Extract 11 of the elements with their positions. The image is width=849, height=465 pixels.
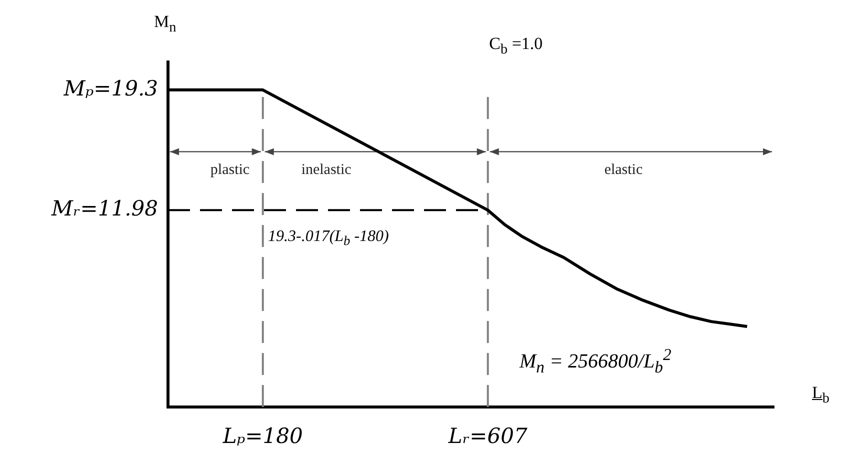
x-tick-label: Lᵣ=607 (447, 424, 528, 448)
annotation: 19.3-.017(L$_{b}$ -180) (268, 228, 389, 249)
text: C$_{b}$ =1.0 (489, 34, 543, 58)
annotation: elastic (604, 162, 643, 180)
y-tick-label: Mᵣ=11.98 (50, 196, 158, 221)
y-tick-label: Mₚ=19.3 (62, 76, 158, 100)
annotation: plastic (210, 162, 250, 180)
y-axis-title: M$_{n}$ (154, 12, 176, 36)
x-tick-label: Lₚ=180 (222, 424, 303, 448)
annotation: inelastic (301, 162, 352, 180)
x-axis-title: L$_{b}$ (812, 383, 830, 408)
